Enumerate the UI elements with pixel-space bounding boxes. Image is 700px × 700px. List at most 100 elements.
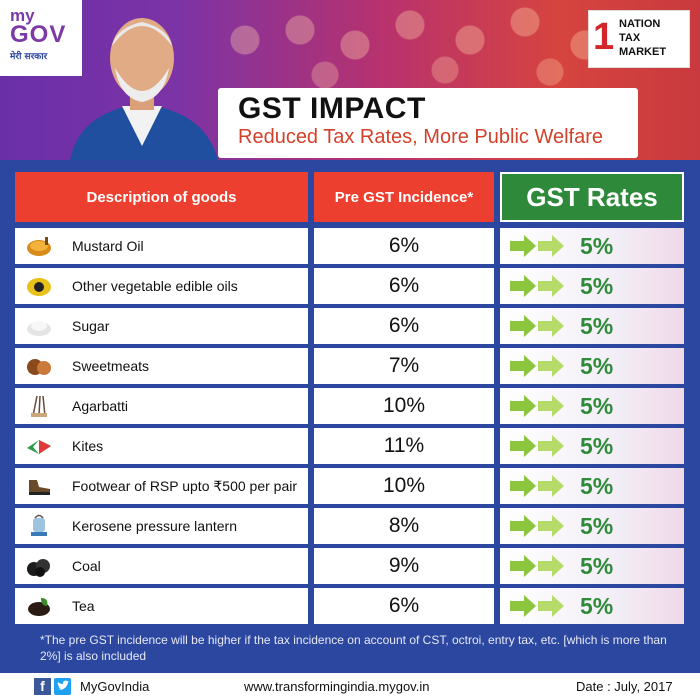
footer: f MyGovIndia www.transformingindia.mygov… [0,673,700,700]
description-cell: Other vegetable edible oils [15,268,308,304]
gst-rate-value: 5% [580,512,614,539]
description-cell: Tea [15,588,308,624]
description-cell: Agarbatti [15,388,308,424]
description-cell: Kites [15,428,308,464]
description-cell: Sugar [15,308,308,344]
table-row: Other vegetable edible oils 6% 5% [15,268,684,304]
agarbatti-icon [25,394,53,418]
table-row: Sweetmeats 7% 5% [15,348,684,384]
arrow-right-icon [510,275,564,297]
table-row: Kites 11% 5% [15,428,684,464]
item-label: Footwear of RSP upto ₹500 per pair [72,477,297,494]
nation-tax-market-logo[interactable]: 1 NATION TAX MARKET [588,10,690,68]
social-handle-link[interactable]: MyGovIndia [80,679,150,694]
gst-rate-cell: 5% [500,548,684,584]
description-cell: Mustard Oil [15,228,308,264]
table-row: Coal 9% 5% [15,548,684,584]
pre-gst-cell: 9% [314,548,494,584]
pre-gst-cell: 11% [314,428,494,464]
item-label: Tea [72,598,95,614]
gst-rate-cell: 5% [500,348,684,384]
mustard-oil-icon [25,234,53,258]
item-label: Agarbatti [72,398,129,414]
gst-rate-cell: 5% [500,268,684,304]
item-label: Other vegetable edible oils [72,278,238,294]
gst-rate-value: 5% [580,232,614,259]
website-link[interactable]: www.transformingindia.mygov.in [244,679,430,694]
pre-gst-cell: 6% [314,308,494,344]
description-cell: Sweetmeats [15,348,308,384]
coal-icon [25,554,53,578]
arrow-right-icon [510,555,564,577]
gst-rate-value: 5% [580,552,614,579]
arrow-right-icon [510,515,564,537]
pre-gst-cell: 7% [314,348,494,384]
gst-rate-cell: 5% [500,228,684,264]
ntm-logo-line: NATION [619,18,661,30]
item-label: Kites [72,438,104,454]
date-label: Date : July, 2017 [576,679,673,694]
description-cell: Coal [15,548,308,584]
lantern-icon [25,514,53,538]
gst-rate-value: 5% [580,472,614,499]
title-box: GST IMPACT Reduced Tax Rates, More Publi… [218,88,638,158]
column-header-description: Description of goods [15,172,308,222]
kite-icon [25,434,53,458]
arrow-right-icon [510,475,564,497]
column-header-pre-gst: Pre GST Incidence* [314,172,494,222]
header-banner: my GOV मेरी सरकार 1 NATION TAX MARKET GS… [0,0,700,160]
arrow-right-icon [510,315,564,337]
pre-gst-cell: 6% [314,228,494,264]
mygov-logo-my: my [10,6,35,25]
column-header-gst-rates: GST Rates [500,172,684,222]
gst-rate-value: 5% [580,352,614,379]
arrow-right-icon [510,355,564,377]
pre-gst-cell: 10% [314,468,494,504]
mygov-logo[interactable]: my GOV मेरी सरकार [0,0,82,76]
gst-rate-cell: 5% [500,428,684,464]
item-label: Mustard Oil [72,238,144,254]
gst-rate-value: 5% [580,312,614,339]
table-row: Sugar 6% 5% [15,308,684,344]
pre-gst-cell: 8% [314,508,494,544]
table-row: Kerosene pressure lantern 8% 5% [15,508,684,544]
arrow-right-icon [510,435,564,457]
portrait-image [70,18,218,160]
sweetmeats-icon [25,354,53,378]
description-cell: Kerosene pressure lantern [15,508,308,544]
facebook-icon[interactable]: f [34,678,51,695]
item-label: Kerosene pressure lantern [72,518,237,534]
mygov-logo-gov: GOV [10,21,67,48]
footwear-icon [25,474,53,498]
ntm-logo-line: MARKET [619,46,667,58]
pre-gst-cell: 6% [314,588,494,624]
tea-icon [25,594,53,618]
gst-rate-cell: 5% [500,388,684,424]
gst-rate-value: 5% [580,272,614,299]
gst-rate-cell: 5% [500,468,684,504]
arrow-right-icon [510,595,564,617]
item-label: Sweetmeats [72,358,150,374]
gst-rate-value: 5% [580,432,614,459]
pre-gst-cell: 10% [314,388,494,424]
arrow-right-icon [510,395,564,417]
twitter-icon[interactable] [54,678,71,695]
ntm-logo-line: TAX [619,32,641,44]
sugar-icon [25,314,53,338]
gst-rate-cell: 5% [500,588,684,624]
description-cell: Footwear of RSP upto ₹500 per pair [15,468,308,504]
gst-rate-value: 5% [580,592,614,619]
mygov-logo-sub: मेरी सरकार [10,52,48,62]
arrow-right-icon [510,235,564,257]
table-row: Footwear of RSP upto ₹500 per pair 10% 5… [15,468,684,504]
gst-rate-cell: 5% [500,508,684,544]
pre-gst-cell: 6% [314,268,494,304]
page-title: GST IMPACT [238,92,426,125]
item-label: Coal [72,558,101,574]
gst-rate-cell: 5% [500,308,684,344]
item-label: Sugar [72,318,110,334]
edible-oil-icon [25,274,53,298]
footnote: *The pre GST incidence will be higher if… [40,633,667,663]
page-subtitle: Reduced Tax Rates, More Public Welfare [238,126,603,148]
table-row: Tea 6% 5% [15,588,684,624]
